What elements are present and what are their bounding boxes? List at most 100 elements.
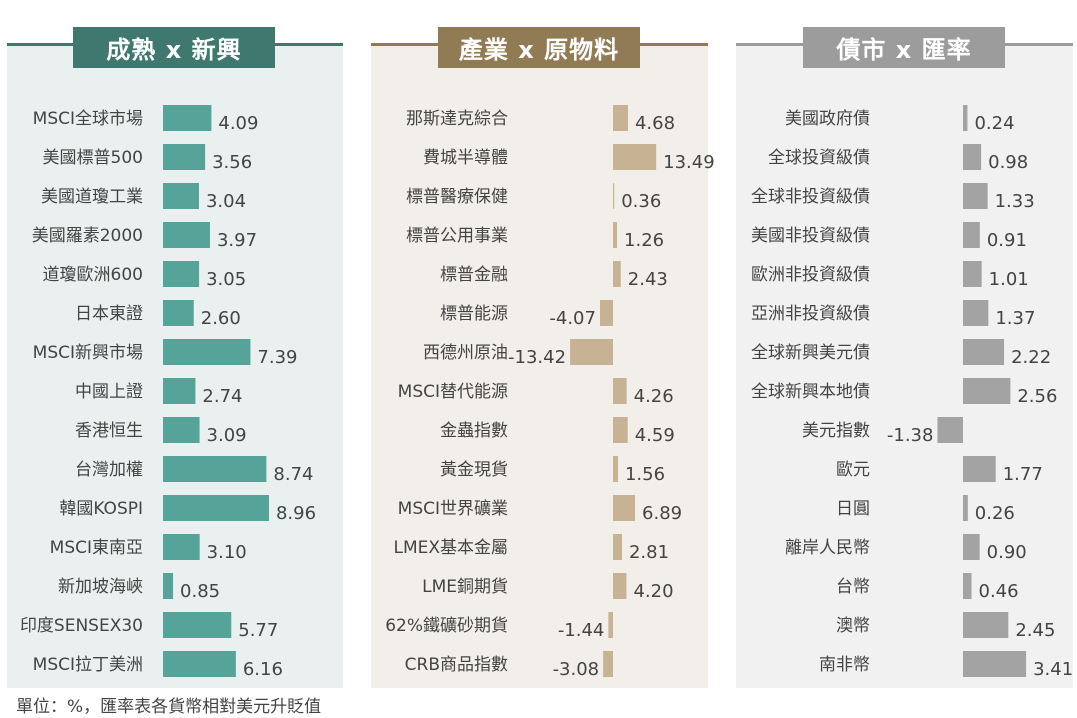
bar: [613, 222, 618, 248]
bar: [963, 339, 1005, 365]
data-label: 6.89: [642, 503, 682, 524]
data-label: 0.26: [975, 503, 1015, 524]
category-label: 台灣加權: [75, 460, 143, 480]
category-label: CRB商品指數: [405, 655, 508, 675]
data-label: -1.44: [558, 620, 605, 641]
data-label: 3.97: [217, 230, 257, 251]
panel-title: 產業 x 原物料: [438, 27, 640, 68]
bar: [608, 612, 613, 638]
bar: [613, 495, 636, 521]
category-label: 那斯達克綜合: [406, 109, 508, 129]
bar: [163, 417, 200, 443]
chart-group: MSCI全球市場 4.09 美國標普500 3.56 美國道瓊工業 3.04 美國羅素200…: [20, 105, 316, 680]
category-label: 全球新興美元債: [751, 343, 870, 363]
data-label: 0.98: [988, 152, 1028, 173]
bar: [963, 261, 982, 287]
data-label: 2.56: [1017, 386, 1057, 407]
data-label: 1.77: [1003, 464, 1043, 485]
chart-group: 那斯達克綜合 4.68 費城半導體 13.49 標普醫療保健 0.36 標普公用事業 1.26…: [385, 105, 715, 680]
category-label: 日圓: [836, 499, 870, 519]
data-label: 4.20: [633, 581, 673, 602]
bar: [163, 378, 196, 404]
category-label: 標普能源: [440, 304, 508, 324]
data-label: 3.05: [206, 269, 246, 290]
bar: [963, 300, 989, 326]
footnote: 單位：%，匯率表各貨幣相對美元升貶值: [16, 697, 322, 717]
data-label: 2.43: [628, 269, 668, 290]
category-label: 費城半導體: [423, 148, 508, 168]
data-label: 7.39: [257, 347, 297, 368]
data-label: 5.77: [238, 620, 278, 641]
category-label: 標普金融: [440, 265, 508, 285]
category-label: 全球新興本地債: [751, 382, 870, 402]
category-label: 亞洲非投資級債: [751, 304, 870, 324]
bar: [613, 534, 622, 560]
data-label: 2.22: [1011, 347, 1051, 368]
bar: [163, 612, 232, 638]
category-label: 標普醫療保健: [406, 187, 508, 207]
data-label: 2.45: [1015, 620, 1055, 641]
panel-background: [736, 45, 1073, 688]
data-label: 1.01: [989, 269, 1029, 290]
category-label: 全球投資級債: [768, 148, 870, 168]
category-label: 西德州原油: [423, 343, 508, 363]
bar: [613, 417, 628, 443]
data-label: 4.26: [634, 386, 674, 407]
data-label: 3.41: [1033, 659, 1073, 680]
data-label: 0.36: [621, 191, 661, 212]
data-label: 1.26: [624, 230, 664, 251]
data-label: 1.56: [625, 464, 665, 485]
data-label: 3.09: [207, 425, 247, 446]
bar: [613, 261, 621, 287]
data-label: -4.07: [549, 308, 596, 329]
category-label: 美國政府債: [785, 109, 870, 129]
data-label: 1.37: [995, 308, 1035, 329]
data-label: -13.42: [508, 347, 566, 368]
category-label: 金蟲指數: [440, 421, 508, 441]
data-label: 8.96: [276, 503, 316, 524]
bar: [163, 573, 174, 599]
category-label: 黃金現貨: [440, 460, 508, 480]
bar: [963, 534, 980, 560]
category-label: MSCI替代能源: [398, 382, 508, 402]
chart-group: 美國政府債 0.24 全球投資級債 0.98 全球非投資級債 1.33 美國非投資級債 0.9…: [751, 105, 1073, 680]
category-label: 62%鐵礦砂期貨: [385, 616, 508, 636]
category-label: MSCI世界礦業: [398, 499, 508, 519]
bar: [163, 105, 212, 131]
bar: [613, 144, 657, 170]
bar: [613, 378, 627, 404]
data-label: 2.74: [202, 386, 242, 407]
bar: [163, 534, 200, 560]
data-label: -3.08: [553, 659, 600, 680]
category-label: LME銅期貨: [422, 577, 508, 597]
data-label: 3.56: [212, 152, 252, 173]
bar: [163, 495, 269, 521]
bar: [963, 378, 1011, 404]
category-label: 中國上證: [75, 382, 143, 402]
data-label: 13.49: [663, 152, 715, 173]
data-label: 1.33: [995, 191, 1035, 212]
bar: [163, 183, 199, 209]
bar: [163, 300, 194, 326]
category-label: LMEX基本金屬: [393, 538, 508, 558]
bar: [963, 222, 980, 248]
data-label: 3.10: [207, 542, 247, 563]
bar: [963, 495, 968, 521]
data-label: 3.04: [206, 191, 246, 212]
category-label: 道瓊歐洲600: [43, 265, 143, 285]
data-label: 4.68: [635, 113, 675, 134]
category-label: 香港恒生: [75, 421, 143, 441]
bar: [163, 261, 200, 287]
category-label: MSCI全球市場: [33, 109, 143, 129]
bar: [613, 183, 615, 209]
bar: [599, 300, 613, 326]
bar: [163, 222, 210, 248]
bar: [937, 417, 963, 443]
category-label: 歐元: [836, 460, 870, 480]
data-label: 2.81: [629, 542, 669, 563]
bar: [163, 456, 267, 482]
bar: [963, 651, 1027, 677]
category-label: 新加坡海峽: [58, 577, 143, 597]
bar: [163, 651, 236, 677]
